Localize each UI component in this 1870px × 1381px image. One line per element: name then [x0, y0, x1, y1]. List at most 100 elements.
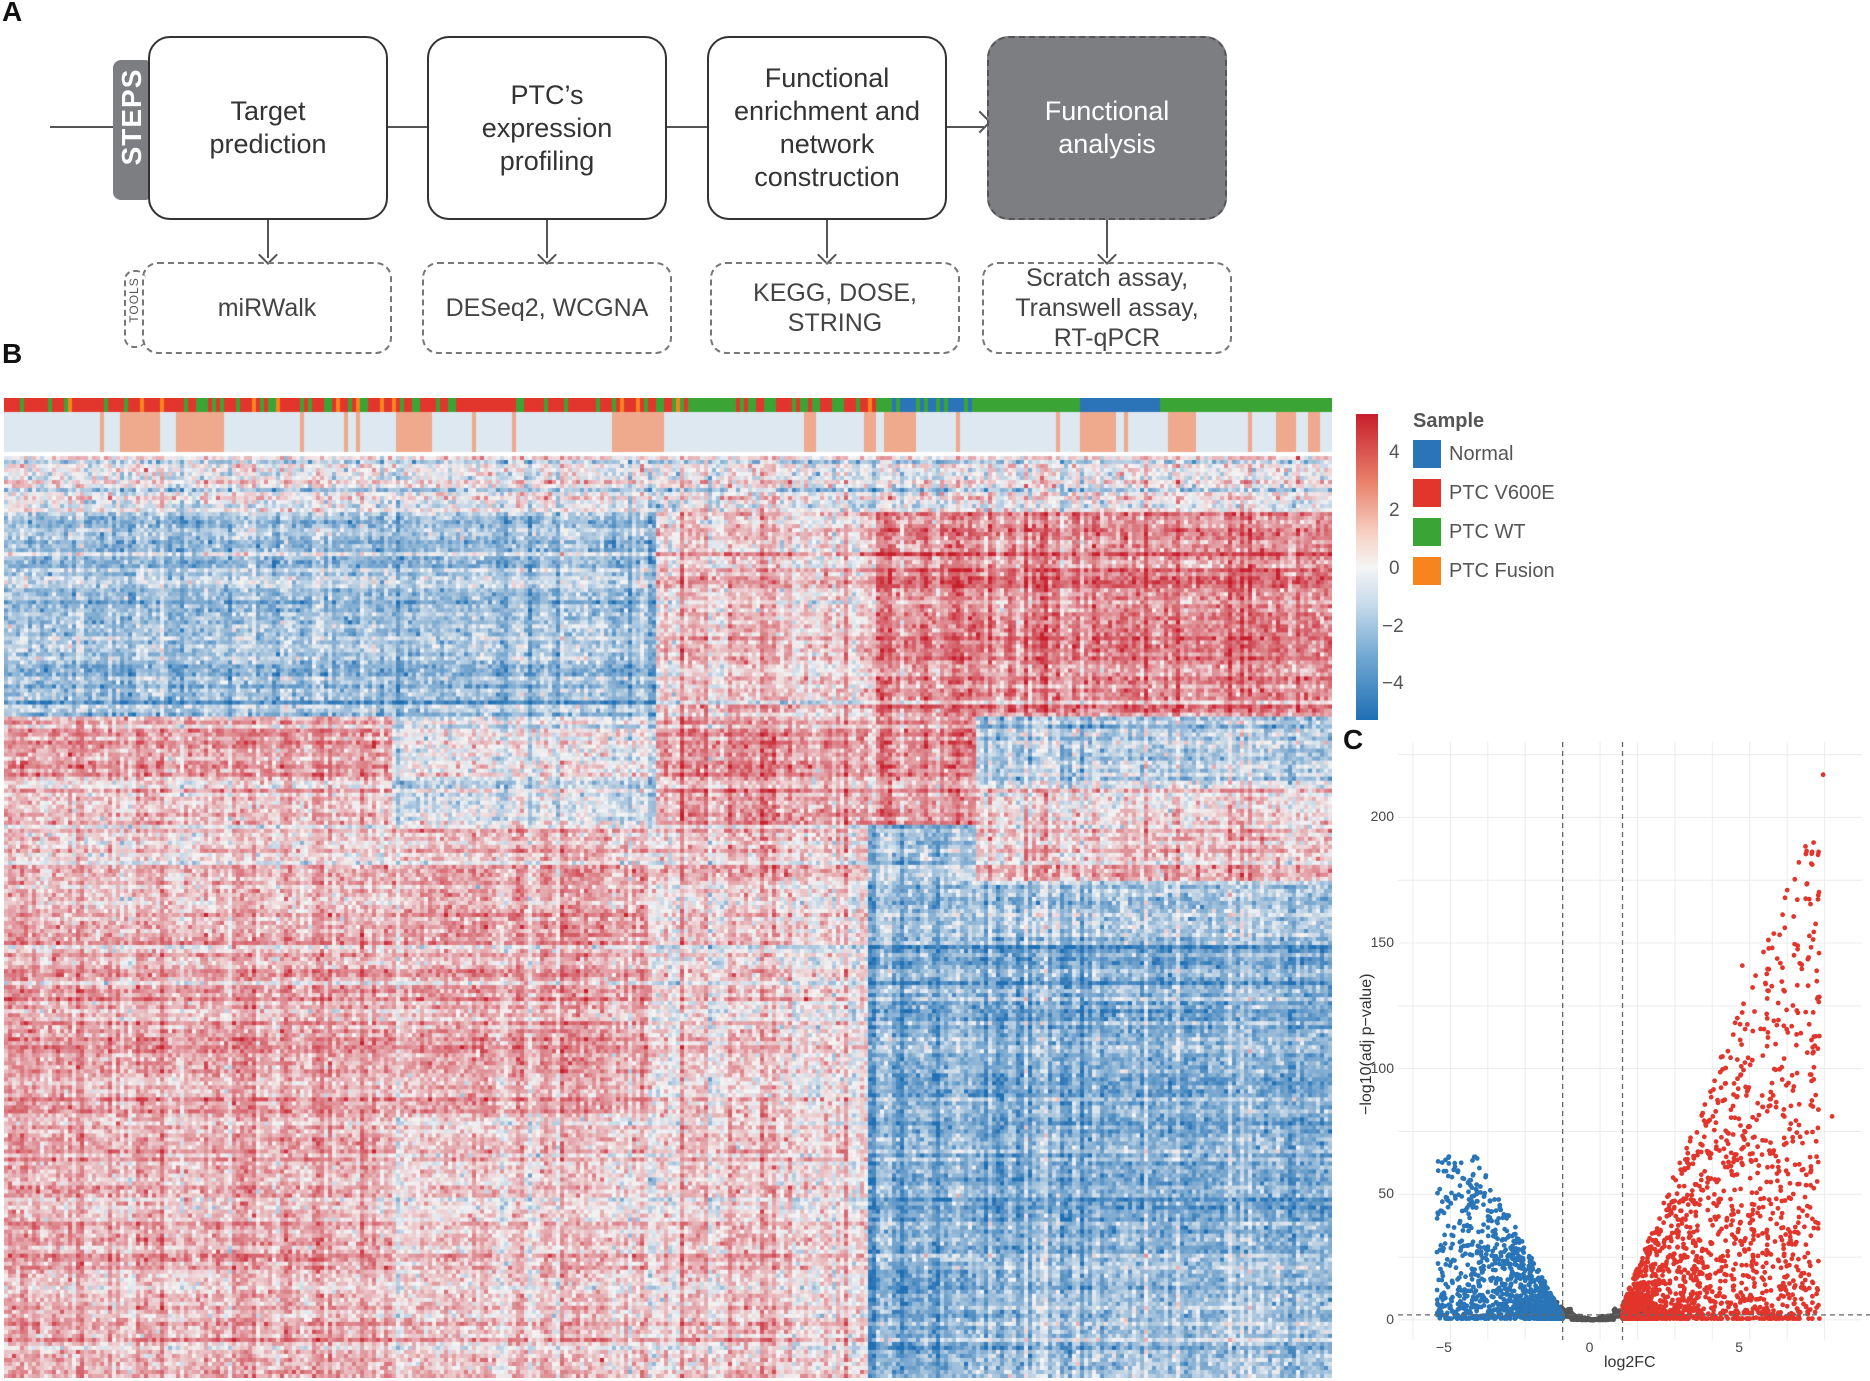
up-point	[1643, 1272, 1648, 1278]
up-point	[1646, 1251, 1652, 1257]
down-point	[1449, 1278, 1455, 1284]
up-point	[1711, 1127, 1717, 1133]
up-point	[1794, 1032, 1799, 1037]
up-point	[1769, 1164, 1775, 1169]
up-point	[1813, 1138, 1819, 1144]
down-point	[1481, 1202, 1486, 1208]
down-point	[1466, 1211, 1471, 1217]
up-point	[1665, 1194, 1670, 1200]
up-point	[1692, 1240, 1698, 1246]
up-point	[1661, 1220, 1666, 1226]
down-point	[1528, 1279, 1533, 1285]
up-point	[1645, 1287, 1651, 1293]
up-point	[1787, 1281, 1792, 1286]
up-point	[1688, 1233, 1693, 1239]
tools-tab-label: TOOLS	[127, 277, 141, 323]
down-point	[1469, 1185, 1475, 1191]
up-point	[1785, 1030, 1791, 1035]
up-point	[1764, 1016, 1770, 1021]
up-point	[1785, 1273, 1790, 1279]
up-point	[1730, 1132, 1736, 1137]
down-point	[1478, 1190, 1483, 1195]
up-point	[1803, 1242, 1809, 1248]
down-point	[1496, 1216, 1501, 1221]
up-point	[1678, 1303, 1684, 1308]
up-point	[1697, 1290, 1703, 1296]
up-point	[1784, 887, 1790, 893]
up-point	[1656, 1281, 1662, 1287]
legend-label-fusion: PTC Fusion	[1449, 560, 1555, 582]
up-point	[1808, 901, 1813, 907]
up-point	[1656, 1231, 1662, 1237]
up-point	[1667, 1280, 1673, 1286]
ns-point	[1574, 1314, 1580, 1320]
down-point	[1467, 1252, 1473, 1257]
up-point	[1778, 1265, 1784, 1271]
down-point	[1457, 1220, 1462, 1226]
down-point	[1552, 1299, 1557, 1305]
up-point	[1809, 862, 1815, 867]
legend-swatch-v600e	[1413, 479, 1441, 507]
up-point	[1796, 1101, 1802, 1107]
up-point	[1811, 840, 1816, 845]
down-point	[1520, 1255, 1526, 1261]
up-point	[1737, 1220, 1743, 1226]
up-point	[1735, 1294, 1741, 1300]
down-point	[1511, 1299, 1517, 1304]
up-point	[1760, 1231, 1765, 1236]
up-point	[1780, 912, 1785, 918]
ns-point	[1592, 1317, 1597, 1323]
up-point	[1780, 965, 1785, 971]
up-point	[1716, 1177, 1721, 1183]
down-point	[1481, 1263, 1486, 1269]
up-point	[1684, 1212, 1689, 1218]
down-point	[1502, 1286, 1508, 1291]
up-point	[1666, 1212, 1672, 1218]
up-point	[1781, 1294, 1787, 1299]
down-point	[1466, 1179, 1472, 1185]
up-point	[1762, 1269, 1768, 1275]
up-point	[1781, 1286, 1787, 1291]
down-point	[1490, 1302, 1496, 1308]
up-point	[1738, 1123, 1743, 1128]
up-point	[1690, 1249, 1696, 1255]
up-point	[1764, 1108, 1770, 1114]
up-point	[1732, 1241, 1737, 1246]
up-point	[1632, 1285, 1638, 1291]
down-point	[1533, 1293, 1538, 1299]
up-point	[1775, 1178, 1780, 1184]
up-point	[1761, 1277, 1766, 1283]
up-point	[1751, 1276, 1756, 1281]
up-point	[1723, 1238, 1728, 1243]
up-point	[1644, 1281, 1650, 1287]
up-point	[1794, 897, 1800, 903]
up-point	[1655, 1240, 1660, 1246]
up-point	[1764, 1242, 1770, 1248]
up-point	[1664, 1207, 1669, 1213]
down-point	[1549, 1309, 1554, 1315]
up-point	[1791, 1278, 1796, 1284]
up-point	[1758, 1026, 1763, 1032]
up-point	[1718, 1085, 1724, 1091]
down-point	[1437, 1186, 1443, 1192]
up-point	[1792, 1162, 1798, 1168]
up-point	[1731, 1172, 1737, 1178]
up-point	[1749, 1259, 1755, 1265]
up-point	[1774, 1022, 1780, 1028]
up-point	[1751, 1232, 1756, 1238]
up-point	[1783, 1168, 1789, 1174]
up-point	[1677, 1160, 1683, 1166]
up-point	[1756, 1112, 1762, 1118]
up-point	[1756, 1205, 1762, 1211]
up-point	[1669, 1230, 1675, 1236]
down-point	[1466, 1282, 1472, 1288]
down-point	[1479, 1228, 1485, 1234]
up-point	[1744, 1022, 1750, 1027]
legend-swatch-wt	[1413, 518, 1441, 546]
step-functional-enrichment: Functional enrichment and network constr…	[707, 36, 947, 220]
up-point	[1790, 1292, 1795, 1298]
up-point	[1713, 1109, 1719, 1114]
up-point	[1747, 1124, 1752, 1130]
down-point	[1472, 1290, 1477, 1295]
up-point	[1788, 1196, 1794, 1202]
